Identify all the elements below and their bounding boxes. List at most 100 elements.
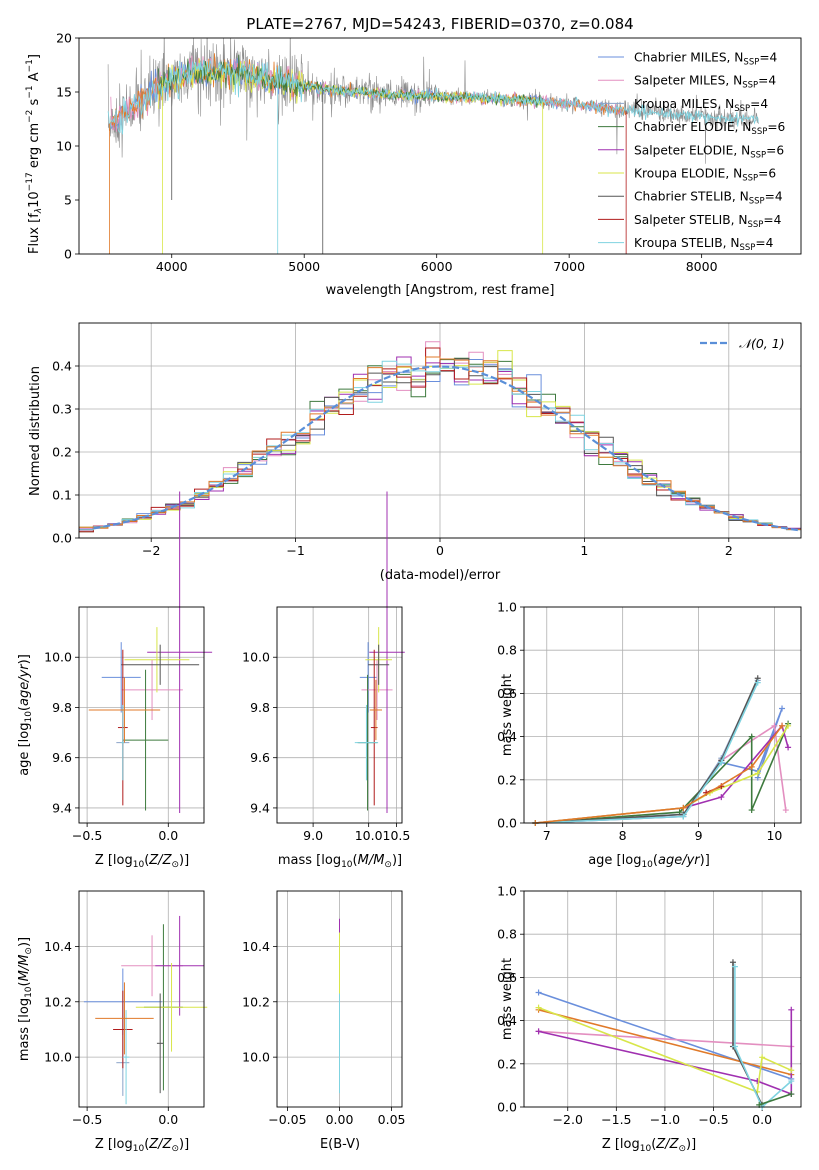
y-tick-label: 9.4 [250, 800, 270, 815]
legend-label: Salpeter STELIB, NSSP=4 [634, 213, 782, 230]
x-tick-label: −1.0 [650, 1112, 680, 1127]
x-tick-label: 10.5 [383, 828, 411, 843]
legend-label: Kroupa MILES, NSSP=4 [634, 97, 768, 114]
histogram-step-line [79, 356, 801, 531]
y-tick-label: 10 [56, 139, 72, 154]
weight-point-marker [785, 744, 792, 751]
axes-frame [276, 606, 403, 824]
weight-series-line [535, 723, 789, 824]
x-tick-label: 0 [436, 543, 444, 558]
weight-point-marker [748, 807, 755, 814]
observed-spectrum-line [107, 38, 759, 164]
ageZ-xlabel: Z [log10(Z/Z⊙)] [95, 853, 189, 870]
age-vs-metallicity-panel: −0.5 0.0 9.4 9.6 9.8 10.0 [44, 491, 213, 843]
y-tick-label: 0.4 [52, 359, 72, 374]
weight-point-marker [748, 763, 755, 770]
weight-series-line [535, 725, 783, 824]
weight-point-marker [788, 1006, 795, 1013]
legend-label: Chabrier MILES, NSSP=4 [634, 51, 778, 68]
x-tick-label: 1 [580, 543, 588, 558]
weight-vs-age-panel: 7 8 9 10 0.0 0.2 0.4 0.6 0.8 1.0 [497, 600, 802, 843]
weight-point-marker [535, 1004, 542, 1011]
weight-point-marker [731, 963, 738, 970]
y-tick-label: 0.2 [497, 1056, 517, 1071]
mass-vs-metallicity-panel: −0.5 0.0 10.0 10.2 10.4 [44, 890, 208, 1127]
weight-point-marker [680, 813, 687, 820]
axes-frame [523, 606, 802, 824]
weight-series-line [535, 724, 789, 824]
massZ-xlabel: Z [log10(Z/Z⊙)] [95, 1137, 189, 1154]
y-tick-label: 0.3 [52, 402, 72, 417]
y-tick-label: 10.4 [242, 939, 270, 954]
weight-series-line [734, 966, 792, 1109]
wAge-xlabel: age [log10(age/yr)] [588, 853, 710, 870]
y-tick-label: 0.0 [52, 531, 72, 546]
weight-vs-metallicity-panel: −2.0 −1.5 −1.0 −0.5 0.0 0.0 0.2 0.4 0.6 0.8 1.0 [497, 884, 802, 1127]
x-tick-label: −1.5 [601, 1112, 631, 1127]
weight-point-marker [782, 807, 789, 814]
y-tick-label: 0.8 [497, 643, 517, 658]
legend-label: Kroupa STELIB, NSSP=4 [634, 236, 774, 253]
x-tick-label: −0.05 [268, 1112, 306, 1127]
wAge-ylabel: mass weight [500, 674, 515, 756]
x-tick-label: 10 [766, 828, 782, 843]
histogram-xlabel: (data-model)/error [380, 568, 501, 583]
x-tick-label: −1 [286, 543, 304, 558]
weight-point-marker [535, 1028, 542, 1035]
weight-point-marker [779, 705, 786, 712]
y-tick-label: 0 [64, 247, 72, 262]
y-tick-label: 9.6 [250, 750, 270, 765]
histogram-ylabel: Normed distribution [28, 366, 43, 496]
x-tick-label: 8 [619, 828, 627, 843]
massE-xlabel: E(B-V) [320, 1137, 360, 1152]
y-tick-label: 1.0 [497, 884, 517, 899]
weight-series-line [538, 1030, 792, 1048]
x-tick-label: 8000 [686, 259, 718, 274]
weight-series-line [538, 1009, 793, 1096]
model-spectrum-line [107, 60, 759, 135]
y-tick-label: 5 [64, 193, 72, 208]
weight-point-marker [788, 1091, 795, 1098]
weight-point-marker [680, 804, 687, 811]
gaussian-reference-curve [93, 365, 802, 532]
mass-vs-ebv-panel: −0.05 0.00 0.05 10.0 10.2 10.4 [242, 890, 406, 1127]
y-tick-label: 0.2 [497, 772, 517, 787]
weight-series-line [535, 708, 783, 824]
weight-series-line [535, 725, 789, 824]
y-tick-label: 20 [56, 31, 72, 46]
y-tick-label: 10.0 [44, 650, 72, 665]
x-tick-label: 0.0 [158, 1112, 178, 1127]
weight-point-marker [788, 1078, 795, 1085]
legend-label: 𝒩(0, 1) [739, 336, 785, 351]
x-tick-label: −0.5 [698, 1112, 728, 1127]
weight-point-marker [718, 759, 725, 766]
x-tick-label: 2 [725, 543, 733, 558]
weight-point-marker [771, 722, 778, 729]
weight-series-line [538, 1009, 792, 1076]
x-tick-label: 0.0 [158, 828, 178, 843]
weight-point-marker [779, 722, 786, 729]
y-tick-label: 0.8 [497, 927, 517, 942]
weight-point-marker [754, 679, 761, 686]
x-tick-label: −0.5 [72, 828, 102, 843]
x-tick-label: 10.0 [355, 828, 383, 843]
wZ-xlabel: Z [log10(Z/Z⊙)] [602, 1137, 696, 1154]
axes-frame [78, 890, 205, 1108]
x-tick-label: 4000 [156, 259, 188, 274]
wZ-ylabel: mass weight [500, 958, 515, 1040]
y-tick-label: 10.0 [44, 1050, 72, 1065]
legend-label: Chabrier ELODIE, NSSP=6 [634, 120, 785, 137]
x-tick-label: 7 [543, 828, 551, 843]
y-tick-label: 0.2 [52, 445, 72, 460]
weight-point-marker [788, 1067, 795, 1074]
axes-frame [78, 37, 802, 255]
ageZ-ylabel: age [log10(age/yr)] [17, 654, 34, 776]
x-tick-label: 9.0 [303, 828, 323, 843]
y-tick-label: 10.0 [242, 650, 270, 665]
weight-point-marker [729, 959, 736, 966]
massZ-ylabel: mass [log10(M/M⊙)] [17, 937, 34, 1061]
residual-histogram-panel: −2 −1 0 1 2 0.0 0.1 0.2 0.3 0.4 𝒩(0, 1) [52, 322, 802, 558]
weight-point-marker [759, 1054, 766, 1061]
weight-point-marker [748, 733, 755, 740]
